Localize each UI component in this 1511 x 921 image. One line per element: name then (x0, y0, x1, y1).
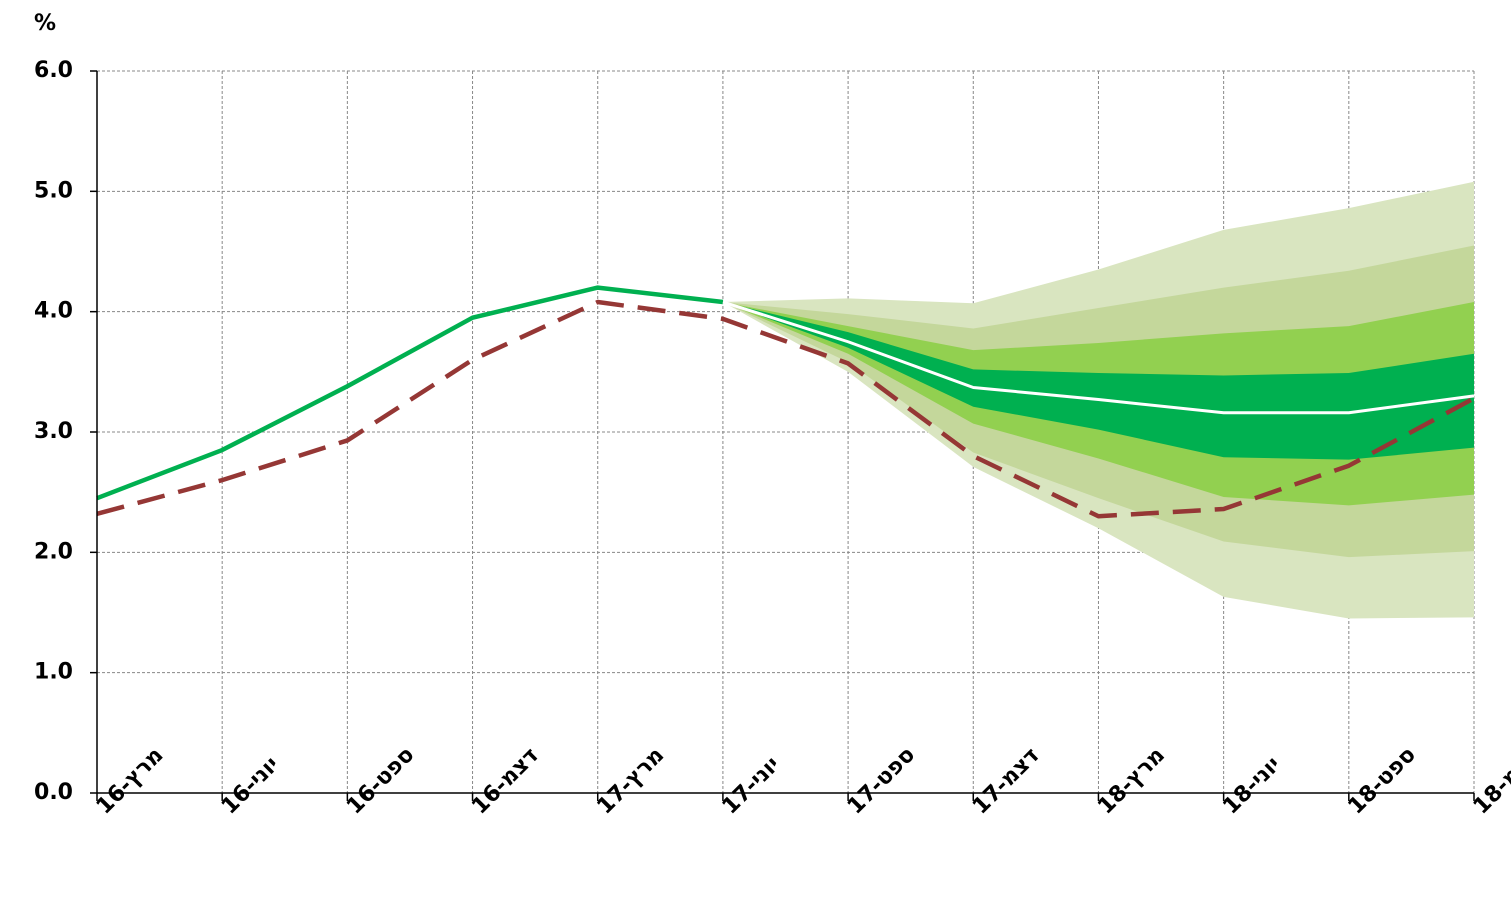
x-tick-label: מרץ-16 (92, 743, 169, 820)
x-tick-label: מרץ-18 (1093, 743, 1170, 820)
y-tick-label: 6.0 (34, 58, 73, 83)
x-tick-label: יוני-16 (217, 752, 284, 819)
x-tick-label: ספט-17 (843, 742, 920, 819)
x-tick-label: יוני-17 (718, 752, 785, 819)
line (96, 285, 724, 501)
fan-band (722, 302, 1474, 460)
plot (96, 181, 1476, 619)
x-tick-label: דצמ-16 (467, 743, 543, 819)
x-tick-label: יוני-18 (1218, 752, 1285, 819)
y-tick-label: 3.0 (34, 419, 73, 444)
y-tick-label: 4.0 (34, 299, 73, 324)
x-tick-label: ספט-18 (1344, 742, 1421, 819)
line (722, 300, 1475, 415)
x-tick-label: מרץ-17 (593, 743, 670, 820)
x-tick-label: דצמ-17 (968, 743, 1044, 819)
x-tick-label: ספט-16 (342, 742, 419, 819)
y-tick-label: 2.0 (34, 539, 73, 564)
y-tick-label: 0.0 (34, 780, 73, 805)
line (96, 299, 1476, 519)
x-tick-label: דצמ-18 (1469, 743, 1511, 819)
y-tick-label: 5.0 (34, 178, 73, 203)
y-unit: % (34, 11, 56, 36)
y-tick-label: 1.0 (34, 660, 73, 685)
